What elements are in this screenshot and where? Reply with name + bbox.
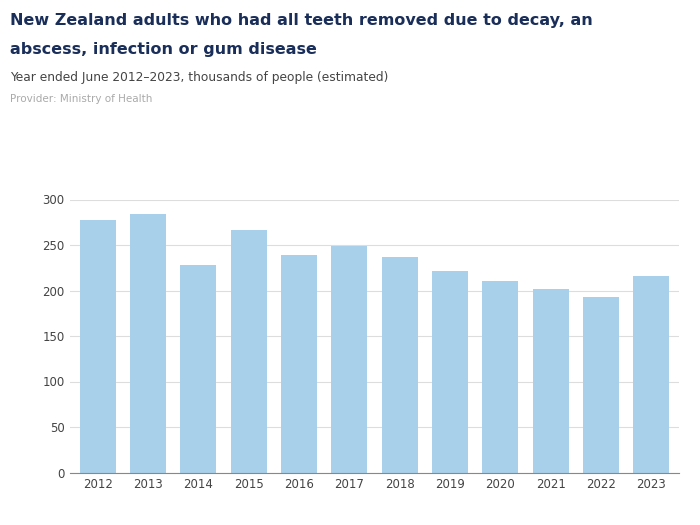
Bar <box>583 297 619 472</box>
Bar <box>382 257 418 472</box>
Text: abscess, infection or gum disease: abscess, infection or gum disease <box>10 42 317 57</box>
Bar <box>180 265 216 472</box>
Text: New Zealand adults who had all teeth removed due to decay, an: New Zealand adults who had all teeth rem… <box>10 13 594 28</box>
Bar <box>80 220 116 472</box>
Text: Year ended June 2012–2023, thousands of people (estimated): Year ended June 2012–2023, thousands of … <box>10 71 389 84</box>
Bar <box>230 229 267 472</box>
Bar <box>281 255 317 472</box>
Bar <box>482 281 519 472</box>
Bar <box>331 246 368 472</box>
Text: figure.nz: figure.nz <box>577 16 654 30</box>
Bar <box>432 271 468 472</box>
Bar <box>634 276 669 472</box>
Text: Provider: Ministry of Health: Provider: Ministry of Health <box>10 94 153 104</box>
Bar <box>533 289 569 472</box>
Bar <box>130 214 166 472</box>
